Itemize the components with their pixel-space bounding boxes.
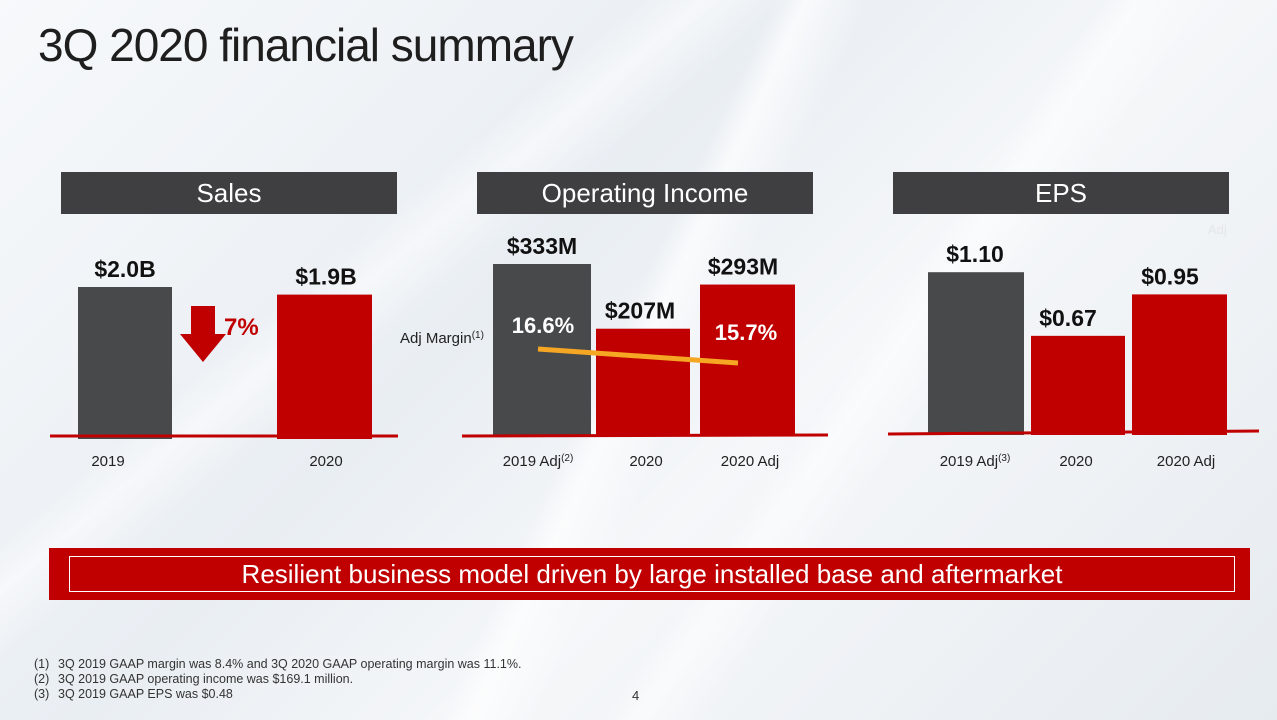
sales-header: Sales <box>61 172 397 214</box>
category-label: 2019 Adj(2) <box>503 453 574 470</box>
category-label: 2020 <box>309 453 342 470</box>
footnote-2: (2) 3Q 2019 GAAP operating income was $16… <box>34 672 354 686</box>
category-label: 2020 <box>1059 453 1092 470</box>
footnote-1: (1) 3Q 2019 GAAP margin was 8.4% and 3Q 2… <box>34 657 522 671</box>
value-label: $0.67 <box>1039 305 1097 331</box>
value-label: $293M <box>708 254 778 280</box>
footnote-3: (3) 3Q 2019 GAAP EPS was $0.48 <box>34 687 233 701</box>
baseline <box>461 433 829 438</box>
margin-value-label: 16.6% <box>512 313 574 338</box>
down-arrow-icon <box>180 306 226 362</box>
operating-income-header: Operating Income <box>477 172 813 214</box>
category-label: 2020 <box>629 453 662 470</box>
footnotes: (1) 3Q 2019 GAAP margin was 8.4% and 3Q 2… <box>34 657 521 702</box>
margin-line <box>537 346 739 366</box>
page-number: 4 <box>632 688 640 703</box>
page-title: 3Q 2020 financial summary <box>38 19 574 71</box>
value-label: $333M <box>507 233 577 259</box>
faint-adj-label: Adj <box>1208 222 1227 237</box>
margin-axis-label: Adj Margin(1) <box>400 330 484 347</box>
value-label: $207M <box>605 298 675 324</box>
banner: Resilient business model driven by large… <box>49 548 1250 600</box>
baseline <box>887 429 1260 436</box>
category-label: 2019 <box>91 453 124 470</box>
bar-eps-2 <box>1031 335 1125 435</box>
bar-sales-2 <box>277 294 372 439</box>
eps-header: EPS <box>893 172 1229 214</box>
banner-text: Resilient business model driven by large… <box>69 556 1235 592</box>
bar-eps-3 <box>1132 294 1227 435</box>
value-label: $1.10 <box>946 241 1004 267</box>
category-label: 2020 Adj <box>1157 453 1215 470</box>
margin-value-label: 15.7% <box>715 320 777 345</box>
category-label: 2019 Adj(3) <box>940 453 1011 470</box>
bar-sales-1 <box>78 287 172 439</box>
category-label: 2020 Adj <box>721 453 779 470</box>
bar-operating-income-2 <box>596 328 690 435</box>
sales-change-label: 7% <box>224 314 259 341</box>
value-label: $2.0B <box>94 256 155 282</box>
value-label: $1.9B <box>295 264 356 290</box>
bar-eps-1 <box>928 272 1024 435</box>
value-label: $0.95 <box>1141 263 1199 289</box>
